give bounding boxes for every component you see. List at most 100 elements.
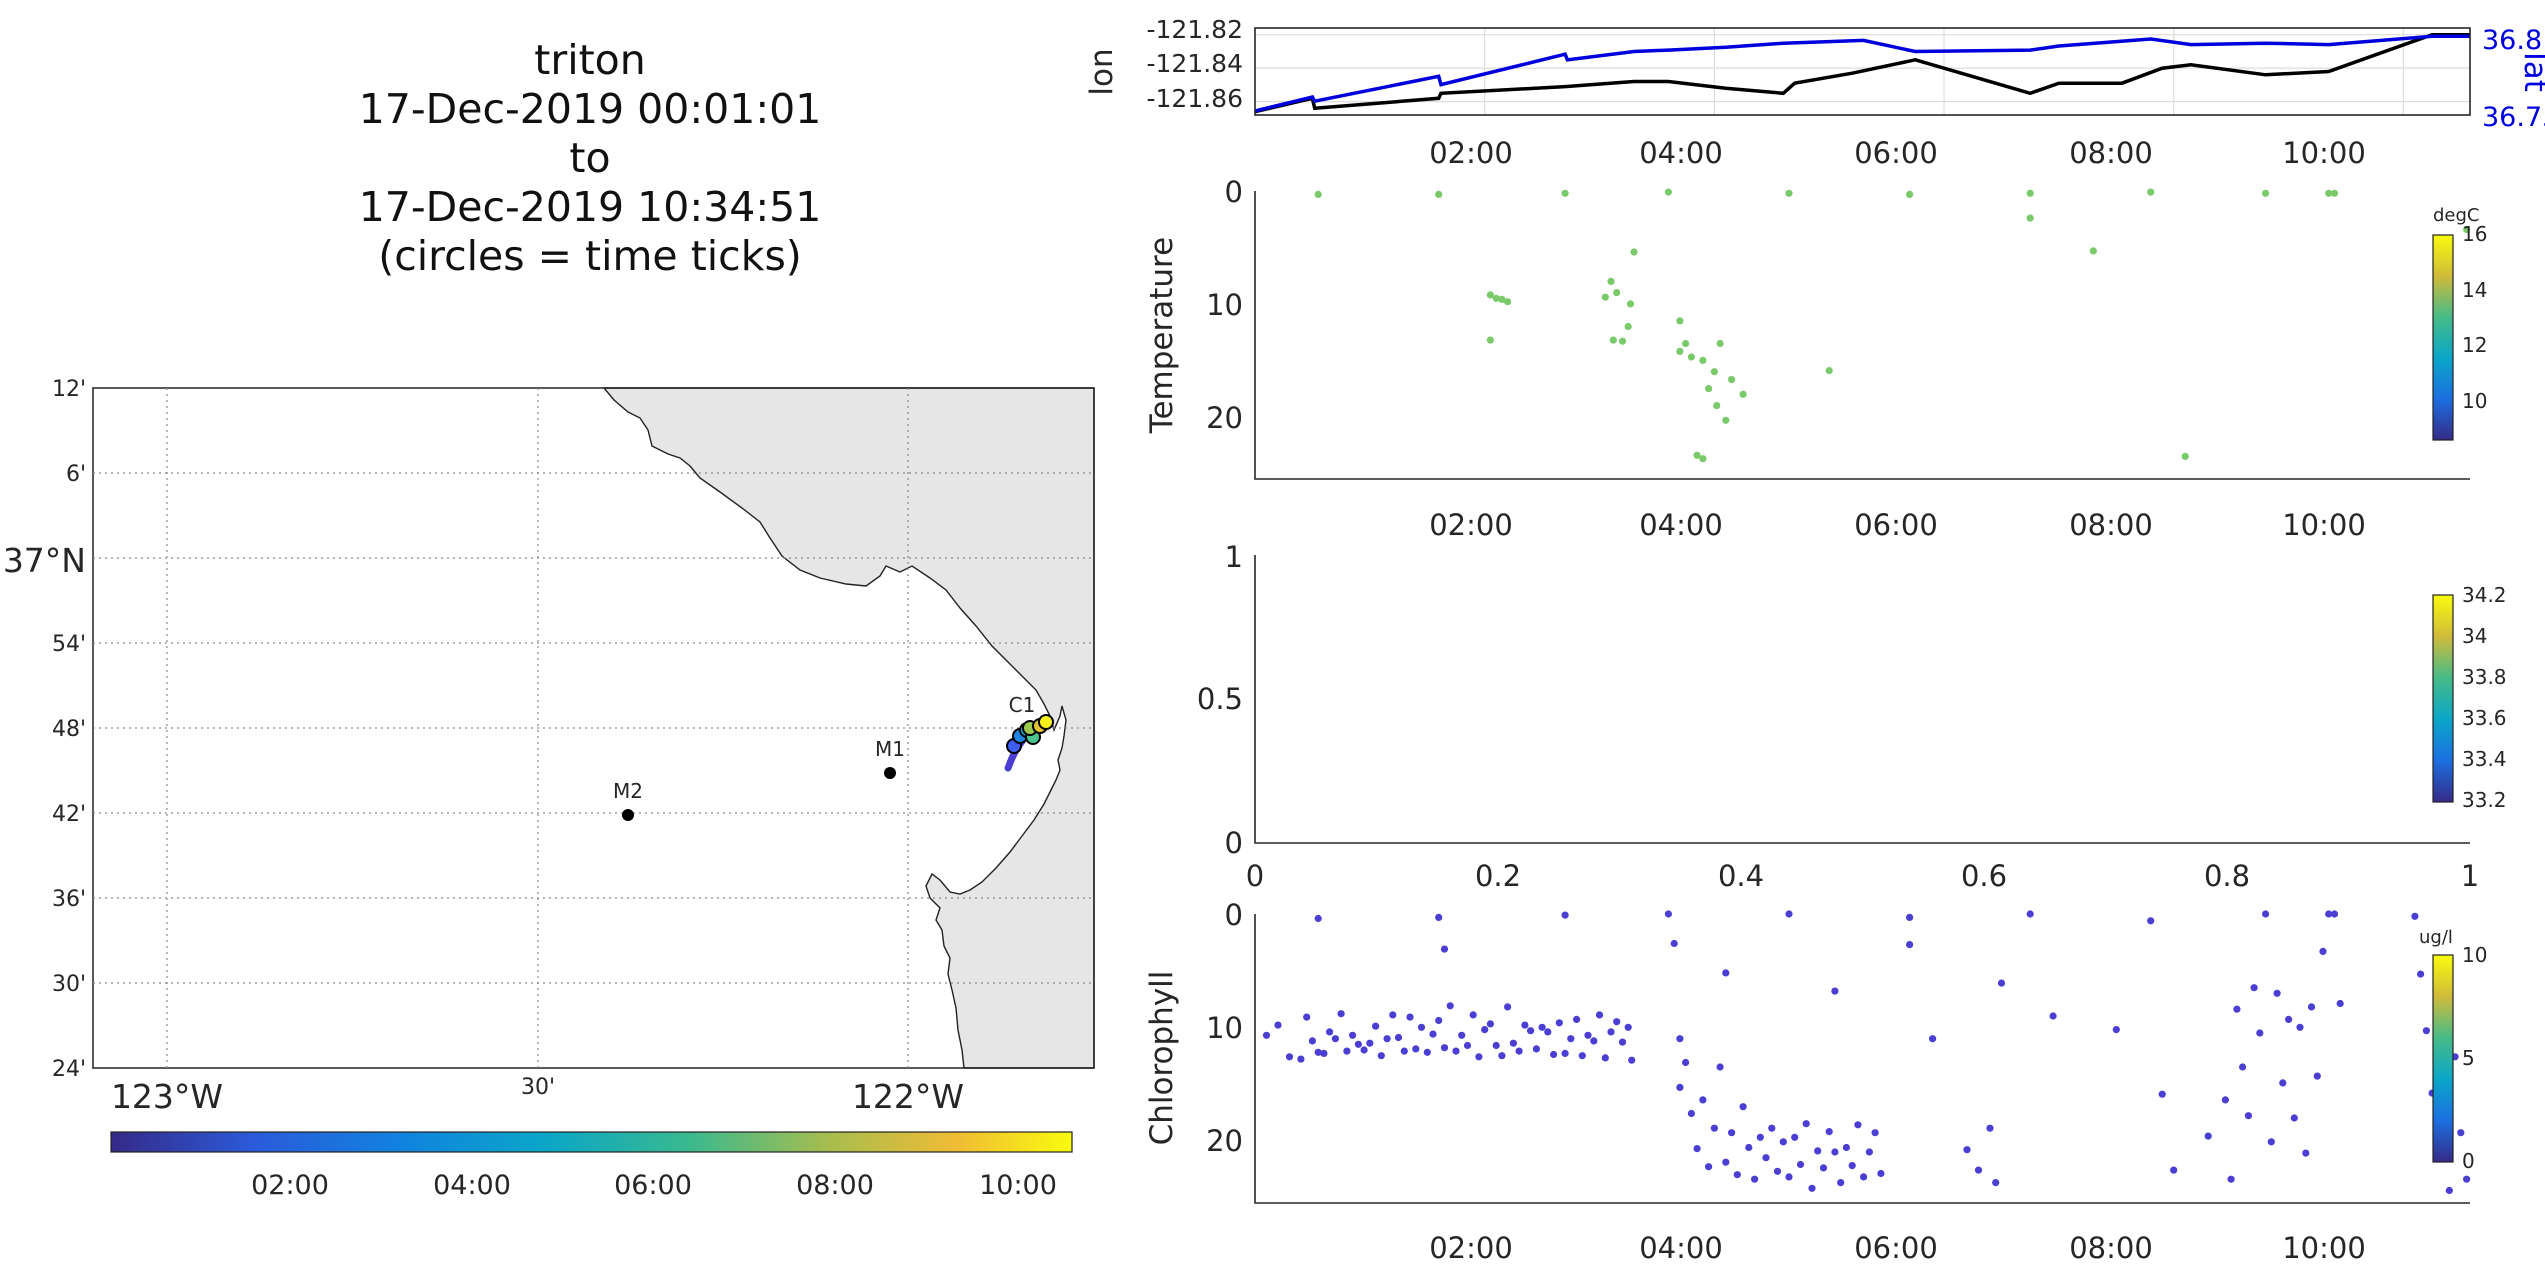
chlorophyll-point [1739,1103,1747,1111]
chlorophyll-colorbar-ticks: 10 5 0 [2462,943,2487,1173]
salinity-panel: 1 0.5 0 0 0.2 0.4 0.6 0.8 1 34.2 34 33.8… [1197,540,2507,893]
station-label: C1 [1009,693,1036,717]
chlorophyll-point [1573,1015,1581,1024]
colorbar-tick: 10 [2462,943,2487,967]
temperature-point [2325,189,2333,197]
chlorophyll-point [2227,1175,2235,1183]
lon-tick: 122°W [852,1077,964,1116]
chlorophyll-point [1963,1146,1971,1154]
chlorophyll-point [1337,1010,1345,1018]
lat-series-line [1254,34,2470,113]
figure-title: triton 17-Dec-2019 00:01:01 to 17-Dec-20… [300,36,880,281]
chlorophyll-point [1762,1154,1770,1162]
chlorophyll-point [2313,1072,2321,1080]
lat-tick: 42' [52,802,86,827]
x-tick: 0.2 [1475,859,1521,893]
time-colorbar [110,1131,1073,1153]
chlorophyll-point [1796,1160,1805,1169]
chlorophyll-point [1521,1021,1529,1029]
chlorophyll-point [1463,1041,1472,1050]
lonlat-panel: -121.82 -121.84 -121.86 36.8 36.75 lon l… [1084,15,2545,170]
chlorophyll-point [1578,1052,1586,1060]
salinity-axes [1254,555,2470,844]
chlorophyll-point [1756,1133,1764,1141]
chlorophyll-point [1682,1058,1690,1067]
x-tick: 08:00 [2069,136,2153,170]
title-line: 17-Dec-2019 10:34:51 [358,183,822,231]
lon-tick: -121.84 [1147,49,1244,78]
chlorophyll-point [1435,1016,1443,1025]
chlorophyll-point [2158,1090,2166,1098]
chlorophyll-point [1372,1022,1380,1030]
temperature-point [1676,317,1684,325]
glider-track [1004,714,1054,772]
temperature-point [1630,248,1638,256]
chlorophyll-point [1929,1035,1937,1043]
chlorophyll-point [1791,1133,1799,1141]
chlorophyll-point [1860,1173,1868,1181]
chlorophyll-point [1400,1047,1408,1055]
chlorophyll-point [1590,1037,1598,1045]
map-lon-labels: 123°W 30' 122°W [111,1075,964,1116]
chlorophyll-point [1555,1019,1563,1027]
lat-tick: 6' [66,462,86,487]
chlorophyll-point [1848,1162,1856,1170]
x-tick: 04:00 [1639,136,1723,170]
temperature-point [2026,214,2034,222]
lon-ticks: -121.82 -121.84 -121.86 [1147,15,1244,113]
chlorophyll-point [1538,1023,1546,1031]
chlorophyll-points [1262,910,2471,1195]
station-c1: C1 [1009,693,1036,717]
x-tick: 0 [1246,859,1264,893]
chlorophyll-point [2285,1015,2293,1024]
chlorophyll-point [2319,947,2327,956]
time-colorbar-labels: 02:00 04:00 06:00 08:00 10:00 [251,1170,1057,1201]
temperature-point [1693,451,1701,459]
lon-series-line [1254,32,2470,114]
chlorophyll-point [1417,1023,1426,1031]
chlorophyll-point [2290,1114,2298,1122]
chlorophyll-point [2279,1079,2287,1087]
chlorophyll-point [1618,1038,1627,1046]
lat-axis-label: lat [2517,52,2545,92]
chlorophyll-point [1676,1035,1684,1043]
temperature-point [1561,189,1569,197]
chlorophyll-point [1561,911,1569,919]
station-label: M2 [613,779,643,803]
station-m1: M1 [875,737,905,779]
x-tick: 08:00 [2069,508,2153,542]
chlorophyll-point [1262,1031,1271,1039]
chlorophyll-point [1624,1023,1632,1031]
chlorophyll-point [1613,1018,1621,1026]
chlorophyll-point [2330,910,2339,918]
chlorophyll-point [1326,1028,1334,1036]
chlorophyll-point [1992,1179,2000,1187]
lon-tick: -121.82 [1147,15,1244,44]
x-tick: 10:00 [2282,136,2366,170]
chlorophyll-point [1986,1124,1994,1132]
chlorophyll-point [1710,1124,1718,1132]
temperature-point [1728,376,1736,384]
temperature-point [1739,390,1747,398]
lonlat-grid [1255,28,2470,115]
chlorophyll-point [1320,1049,1328,1057]
chlorophyll-point [1383,1035,1391,1043]
chlorophyll-point [1768,1124,1776,1132]
colorbar-tick: 0 [2462,1149,2475,1173]
colorbar-tick: 34 [2462,624,2487,648]
temperature-colorbar [2432,234,2454,441]
chlorophyll-point [1314,914,1322,923]
chlorophyll-point [2026,910,2034,918]
temperature-point [2089,247,2097,255]
chlorophyll-point [1498,1052,1506,1060]
temperature-point [1498,295,1506,303]
temperature-point [2330,189,2339,197]
chlorophyll-point [1509,1039,1517,1047]
x-tick: 0.6 [1961,859,2007,893]
colorbar-tick: 08:00 [796,1170,874,1201]
temperature-axes [1254,191,2470,480]
lat-tick: 36.8 [2482,25,2542,56]
chlorophyll-point [2302,1149,2310,1157]
land-area [602,387,1095,1069]
chlorophyll-point [2147,917,2155,925]
